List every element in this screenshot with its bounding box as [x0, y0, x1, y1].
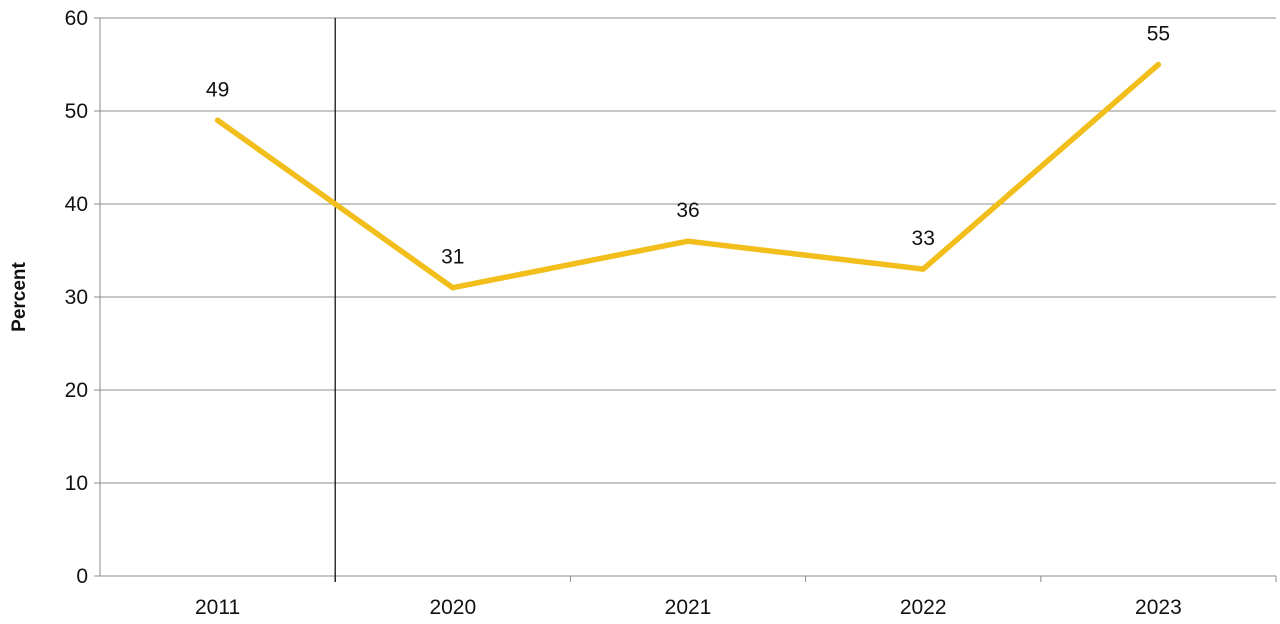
- data-label-2021: 36: [676, 199, 699, 222]
- data-point-2022: [920, 266, 926, 272]
- y-tick-label-20: 20: [65, 379, 88, 402]
- axes: [94, 17, 1277, 582]
- x-tick-label-2011: 2011: [195, 596, 240, 619]
- gridlines: [100, 17, 1276, 484]
- data-point-2023: [1155, 62, 1161, 67]
- x-tick-label-2020: 2020: [429, 596, 476, 619]
- data-point-2021: [685, 238, 691, 244]
- y-tick-label-50: 50: [65, 100, 88, 123]
- data-label-2020: 31: [441, 246, 464, 269]
- x-tick-label-2021: 2021: [665, 596, 712, 619]
- series: [214, 61, 1162, 291]
- y-tick-label-60: 60: [65, 7, 88, 30]
- y-tick-label-30: 30: [65, 286, 88, 309]
- y-tick-label-10: 10: [65, 472, 88, 495]
- y-tick-label-0: 0: [76, 565, 88, 588]
- labels: 0 10 20 30 40 50 60 2011 2020 2021 2022 2023 49 31 36 3…: [65, 7, 1182, 619]
- x-tick-label-2022: 2022: [900, 596, 947, 619]
- y-axis-title: Percent: [9, 261, 30, 331]
- data-label-2023: 55: [1147, 23, 1170, 46]
- series-line-0: [214, 61, 1162, 291]
- data-label-2022: 33: [912, 227, 935, 250]
- x-tick-label-2023: 2023: [1135, 596, 1182, 619]
- y-tick-label-40: 40: [65, 193, 88, 216]
- data-label-2011: 49: [206, 78, 229, 101]
- data-point-2020: [450, 285, 456, 291]
- data-point-2011: [215, 117, 221, 123]
